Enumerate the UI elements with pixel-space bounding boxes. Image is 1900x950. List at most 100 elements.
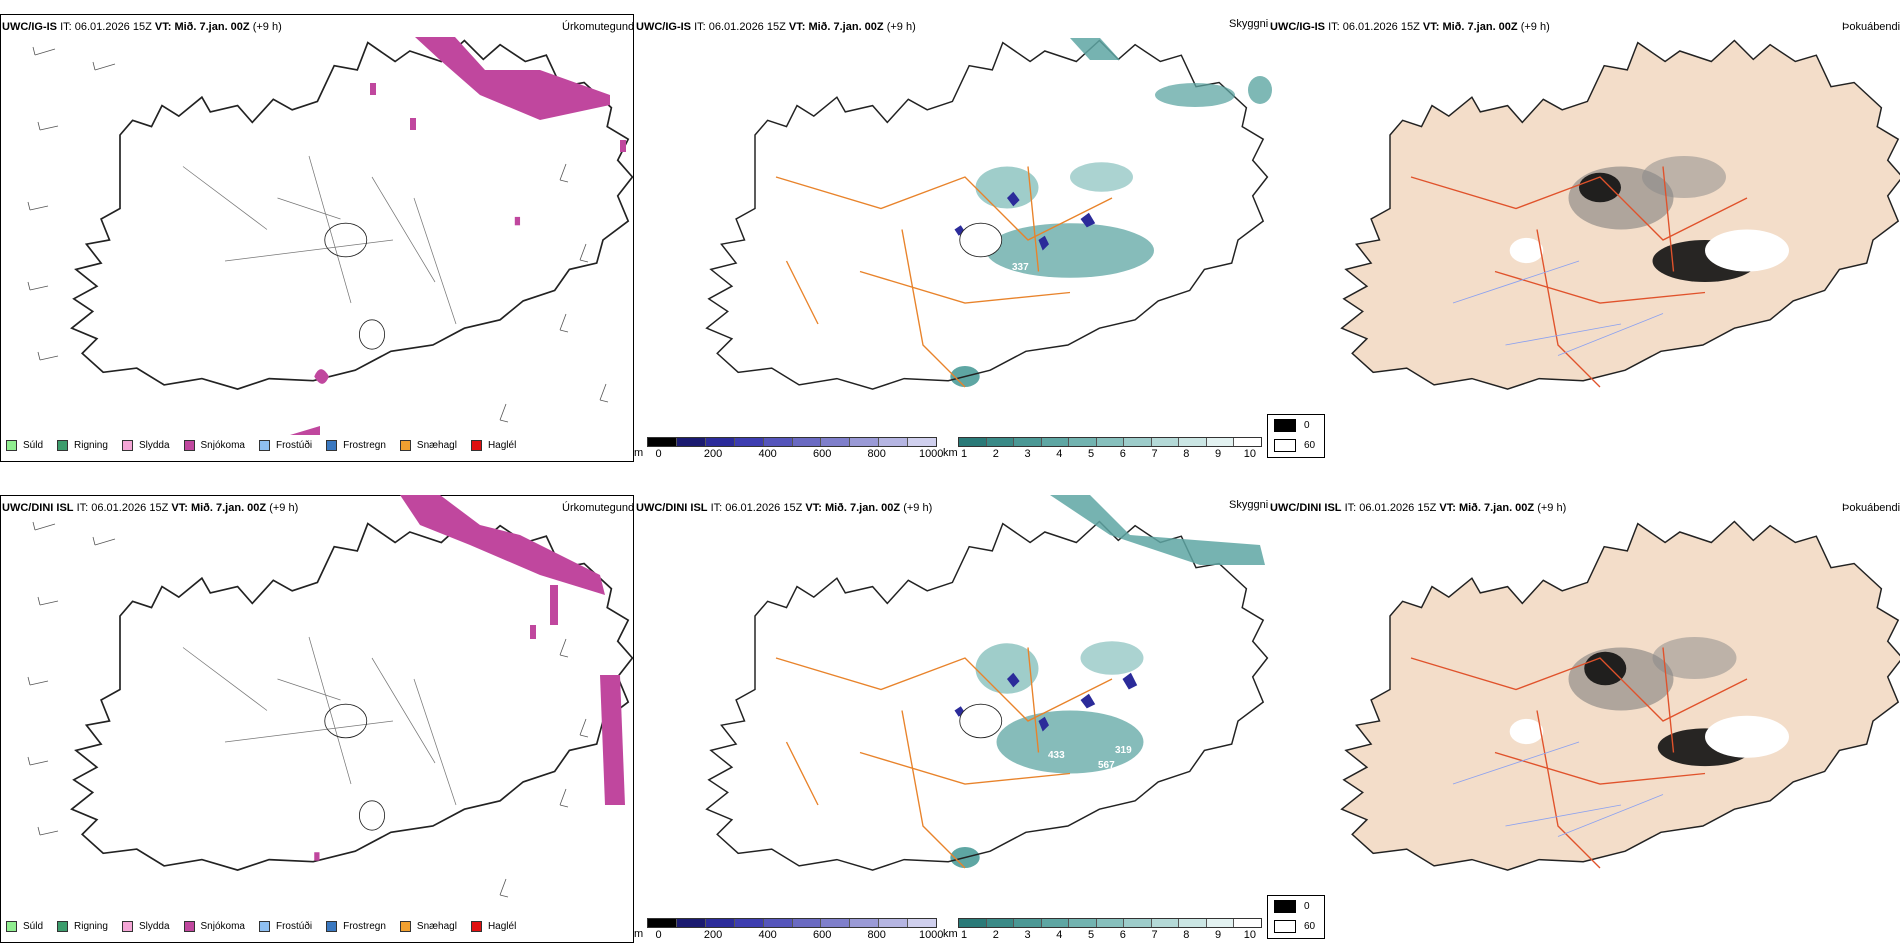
legend-swatch (399, 921, 411, 932)
scale-tick-label: 200 (703, 929, 723, 941)
legend-swatch (1274, 899, 1296, 913)
fog-map (1340, 520, 1900, 871)
legend-swatch (121, 440, 133, 451)
scale-color-cell (763, 919, 793, 927)
scale-cells (958, 918, 1262, 928)
panel-header: UWC/IG-IS IT: 06.01.2026 15Z VT: Mið. 7.… (2, 21, 282, 33)
scale-tick-label: 5 (1088, 929, 1095, 941)
legend-item: 60 (1268, 435, 1324, 455)
scale-color-cell (1041, 919, 1070, 927)
map-value-label: 493 (1095, 277, 1112, 288)
legend-swatch (326, 921, 338, 932)
map-value-label: 968 (1090, 538, 1107, 549)
scale-tick-label: 0 (655, 929, 662, 941)
legend-item: Súld (6, 921, 43, 932)
map-value-label: 915 (1218, 604, 1235, 615)
panel-header: UWC/IG-IS IT: 06.01.2026 15Z VT: Mið. 7.… (1270, 21, 1550, 33)
legend-item: Rigning (57, 921, 108, 932)
legend-item: 0 (1268, 896, 1324, 916)
legend-swatch (6, 440, 17, 451)
scale-color-cell (1041, 438, 1070, 446)
scale-color-cell (1206, 438, 1235, 446)
maps-row2: 968 915 433 695 567 319 91 (27, 495, 1900, 898)
scale-tick-label: 400 (758, 929, 777, 941)
map-value-label: 91 (1122, 599, 1134, 610)
legend-item: Frostregn (326, 921, 386, 932)
scale-tick-label: 7 (1151, 448, 1158, 460)
scale-color-cell (734, 438, 764, 446)
legend-swatch (399, 440, 411, 451)
scale-tick-label: 3 (1024, 448, 1031, 460)
panel-title: Þokuábendi (1842, 21, 1900, 33)
panel-header: UWC/DINI ISL IT: 06.01.2026 15Z VT: Mið.… (636, 502, 933, 514)
legend-swatch (1274, 438, 1296, 452)
scale-color-cell (1096, 438, 1125, 446)
map-value-label: 409 (1028, 282, 1045, 293)
scale-tick-label: 3 (1024, 929, 1031, 941)
scale-color-cell (1124, 919, 1152, 927)
panel-title: Úrkomutegund (562, 21, 635, 33)
precip-map (70, 39, 634, 390)
scale-color-cell (1151, 919, 1180, 927)
scale-cells (958, 437, 1262, 447)
scale-color-cell (986, 919, 1015, 927)
maps-row1: 337 433 320 409 419 493 142 (27, 37, 1900, 435)
scale-tick-label: 0 (655, 448, 662, 460)
scale-tick-labels: 0 200 400 600 800 1000 (647, 928, 944, 942)
scale-tick-label: 5 (1088, 448, 1095, 460)
scale-tick-label: 10 (1243, 929, 1256, 941)
map-value-label: 142 (938, 390, 955, 401)
scale-tick-label: 9 (1215, 929, 1222, 941)
height-scale-bar: 0 200 400 600 800 1000 (647, 918, 944, 942)
legend-item: Haglél (470, 440, 516, 451)
map-value-label: 320 (1048, 282, 1065, 293)
scale-color-cell (821, 438, 851, 446)
legend-swatch (57, 440, 69, 451)
legend-item: 0 (1268, 415, 1324, 435)
legend-item: Snjókoma (183, 921, 245, 932)
scale-tick-label: 1 (961, 929, 968, 941)
scale-tick-label: 1 (961, 448, 968, 460)
legend-item: Haglél (470, 921, 516, 932)
scale-tick-label: 8 (1183, 929, 1190, 941)
scale-color-cell (959, 438, 987, 446)
panel-header: UWC/DINI ISL IT: 06.01.2026 15Z VT: Mið.… (1270, 502, 1567, 514)
scale-cells (647, 918, 937, 928)
precip-type-legend: Súld Rigning Slydda Snjókoma Frostúði Fr… (6, 440, 530, 451)
scale-color-cell (908, 438, 937, 446)
legend-swatch (1274, 418, 1296, 432)
scale-color-cell (648, 919, 677, 927)
scale-tick-label: 600 (812, 929, 832, 941)
panel-title: Skyggni (1229, 18, 1269, 30)
scale-cells (647, 437, 937, 447)
legend-swatch (258, 440, 270, 451)
legend-item: Slydda (121, 440, 170, 451)
legend-swatch (121, 921, 133, 932)
scale-tick-labels: 1 2 3 4 5 6 7 8 9 10 (958, 447, 1262, 461)
precip-type-panel-row1 (0, 14, 634, 462)
scale-tick-label: 800 (867, 448, 886, 460)
scale-tick-label: 10 (1243, 448, 1256, 460)
scale-color-cell (879, 438, 909, 446)
map-value-label: 567 (1098, 760, 1115, 771)
scale-color-cell (1124, 438, 1152, 446)
scale-tick-label: 400 (758, 448, 777, 460)
map-value-label: 695 (1065, 775, 1082, 786)
height-scale-bar: 0 200 400 600 800 1000 (647, 437, 943, 461)
scale-color-cell (792, 919, 822, 927)
height-unit: m (634, 447, 644, 459)
fog-map (1340, 39, 1900, 390)
scale-color-cell (821, 919, 851, 927)
legend-swatch (6, 921, 17, 932)
legend-swatch (470, 921, 482, 932)
scale-color-cell (1234, 438, 1262, 446)
fog-legend: 0 60 (1267, 895, 1325, 939)
scale-color-cell (1096, 919, 1125, 927)
map-value-label: 433 (1048, 750, 1065, 761)
panel-title: Skyggni (1229, 499, 1269, 511)
precip-type-legend: Súld Rigning Slydda Snjókoma Frostúði Fr… (6, 921, 530, 932)
scale-color-cell (648, 438, 677, 446)
scale-tick-label: 4 (1056, 448, 1063, 460)
scale-color-cell (850, 919, 880, 927)
legend-item: Frostúði (258, 440, 312, 451)
